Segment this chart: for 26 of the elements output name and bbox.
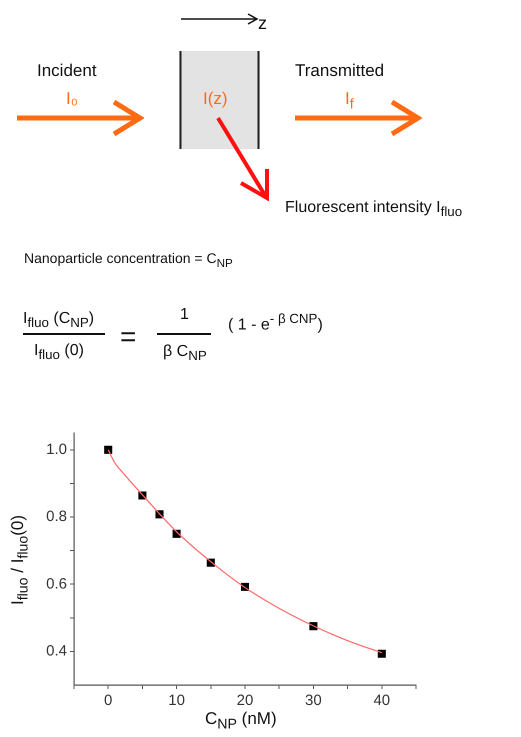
x-tick-label: 20	[236, 692, 254, 710]
text: 1	[180, 306, 189, 323]
y-tick-label: 0.8	[46, 508, 67, 526]
text: Incident	[37, 61, 97, 80]
text: Transmitted	[295, 61, 384, 80]
text: I$_{fluo}$ (0)	[34, 342, 84, 362]
x-axis-title: C$_{NP}$ (nM)	[205, 709, 277, 732]
x-tick-label: 40	[373, 692, 390, 710]
text: ( 1 - e$^{- β CNP}$)	[228, 311, 323, 334]
text: z	[258, 13, 267, 33]
text: I$_{f}$	[345, 89, 354, 112]
text: β C$_{NP}$	[163, 343, 207, 364]
x-tick-label: 0	[104, 692, 112, 710]
y-tick-label: 0.4	[46, 642, 67, 660]
text: I(z)	[203, 89, 228, 108]
x-tick-label: 30	[305, 692, 322, 710]
text: I$_{fluo}$ (C$_{NP}$)	[23, 310, 94, 330]
text: Nanoparticle concentration = C$_{NP}$	[24, 250, 233, 270]
point	[104, 446, 112, 454]
text: Fluorescent intensity I$_{fluo}$	[285, 199, 462, 220]
y-tick-label: 0.6	[46, 575, 67, 592]
text: =	[120, 321, 136, 352]
text: I₀	[66, 89, 78, 108]
x-tick-label: 10	[168, 692, 185, 710]
point	[378, 650, 386, 658]
y-tick-label: 1.0	[46, 440, 67, 458]
